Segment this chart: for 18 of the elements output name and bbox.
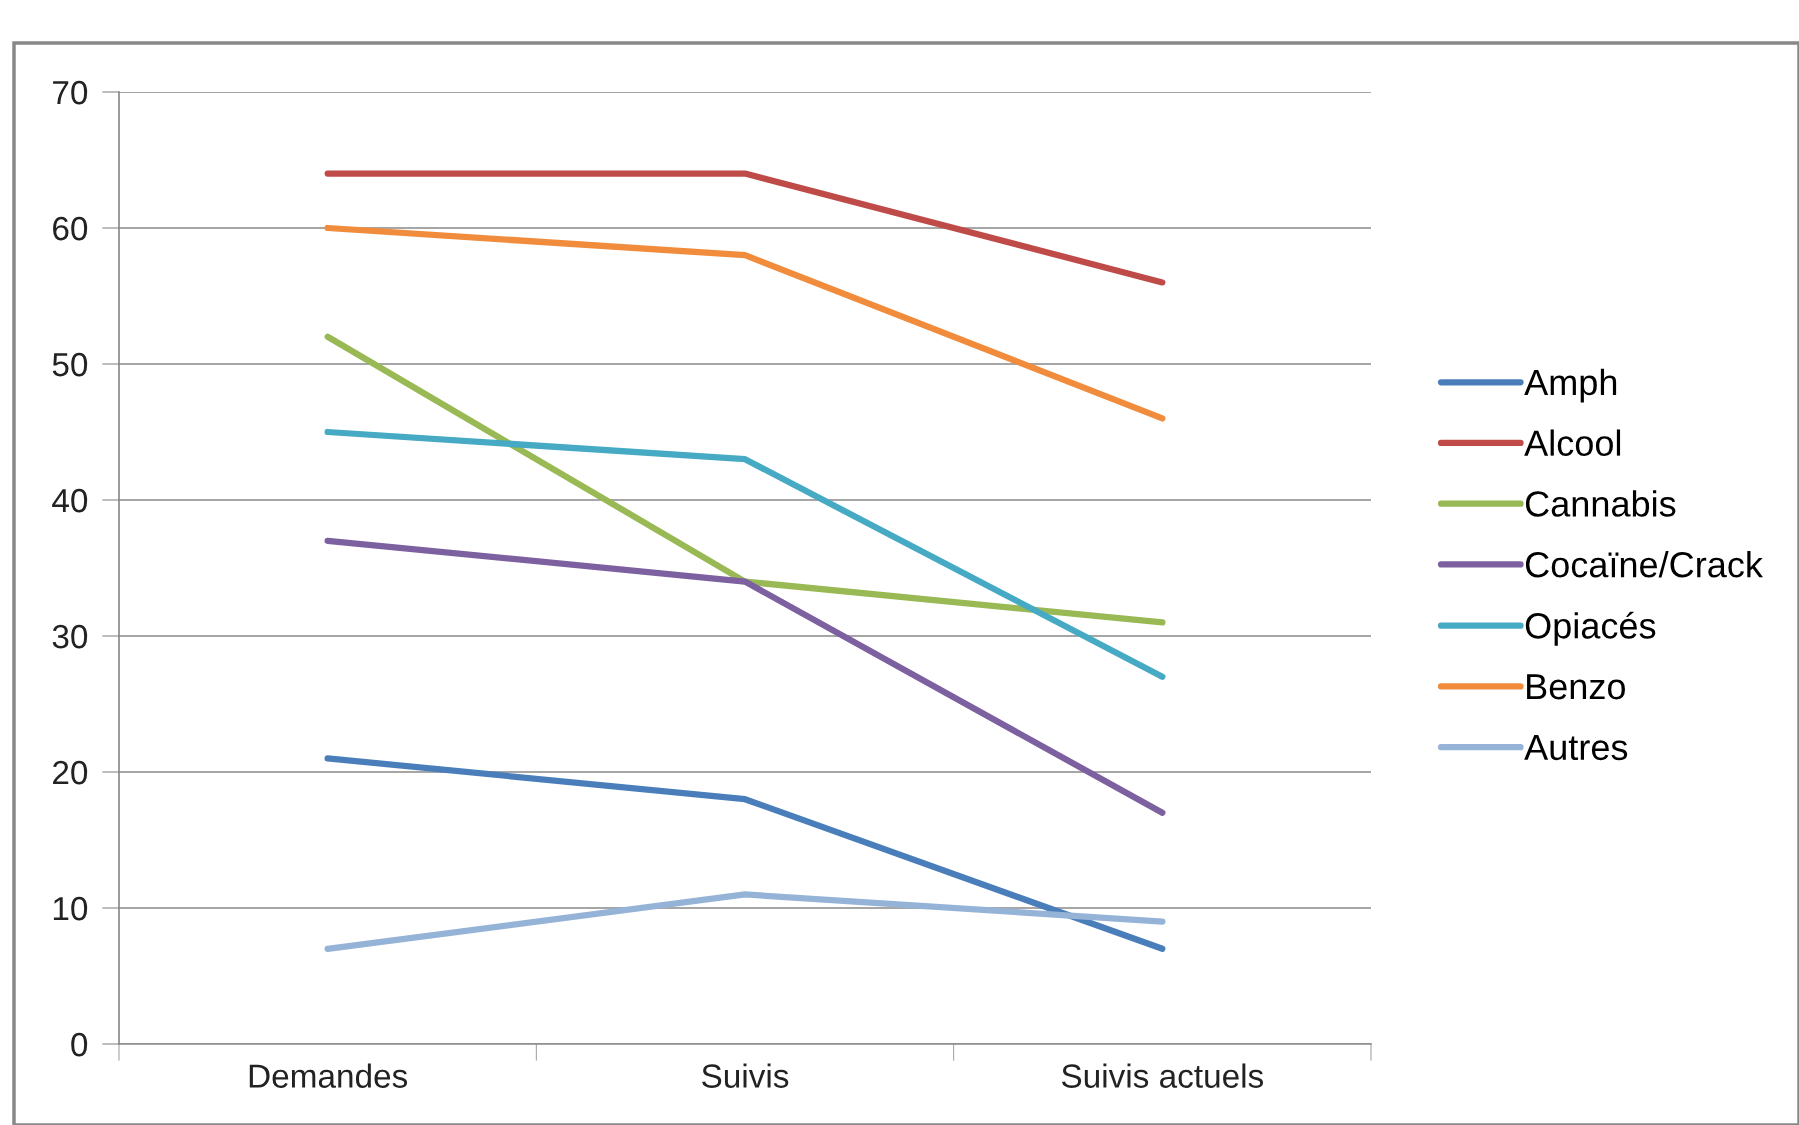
- x-tick-label: Suivis actuels: [1061, 1063, 1264, 1088]
- legend-label: Autres: [1524, 734, 1628, 761]
- y-tick-label: 50: [52, 352, 88, 377]
- legend-label: Alcool: [1524, 429, 1621, 456]
- legend-label: Benzo: [1527, 674, 1625, 700]
- legend-label: Cannabis: [1525, 490, 1676, 517]
- y-tick-label: 30: [52, 624, 88, 649]
- x-tick-label: Suivis: [702, 1063, 789, 1088]
- legend-label: Opiacés: [1525, 611, 1656, 646]
- y-tick-label: 10: [53, 896, 88, 921]
- legend-label: Amph: [1524, 368, 1617, 403]
- y-tick-label: 40: [52, 488, 88, 513]
- y-tick-label: 20: [53, 760, 88, 785]
- y-tick-label: 70: [53, 80, 88, 105]
- y-tick-label: 60: [53, 216, 88, 241]
- legend-label: Cocaïne/Crack: [1525, 550, 1763, 578]
- x-tick-label: Demandes: [249, 1063, 408, 1088]
- y-tick-label: 0: [71, 1032, 88, 1057]
